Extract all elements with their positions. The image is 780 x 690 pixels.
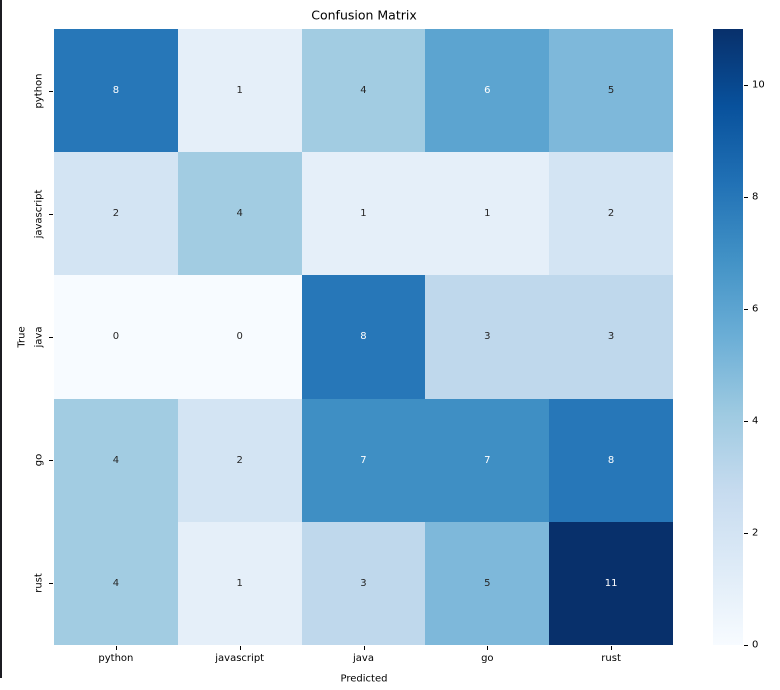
- y-tick-label-javascript: javascript: [33, 189, 45, 239]
- y-tick-label-java: java: [33, 326, 45, 348]
- x-tick-label-python: python: [98, 653, 134, 664]
- heatmap-cell-java-javascript: 0: [177, 275, 302, 399]
- x-tick-label-rust: rust: [601, 653, 621, 664]
- cell-annotation: 4: [112, 454, 120, 466]
- heatmap-cell-rust-java: 3: [301, 521, 426, 645]
- colorbar-tick-mark: [744, 533, 748, 534]
- heatmap-cell-python-go: 6: [425, 29, 550, 153]
- heatmap-cell-java-python: 0: [54, 275, 178, 399]
- colorbar-tick-label-4: 4: [752, 415, 759, 427]
- y-tick-label-python: python: [33, 73, 45, 109]
- heatmap-cell-javascript-javascript: 4: [177, 152, 302, 276]
- y-tick-label-go: go: [33, 453, 45, 467]
- colorbar-tick-label-6: 6: [752, 303, 759, 315]
- x-tick-mark: [487, 646, 489, 650]
- heatmap-cell-javascript-go: 1: [425, 152, 550, 276]
- heatmap-cell-java-rust: 3: [549, 275, 673, 399]
- x-tick-mark: [239, 646, 241, 650]
- heatmap-cell-python-javascript: 1: [177, 29, 302, 153]
- heatmap-cell-python-java: 4: [301, 29, 426, 153]
- cell-annotation: 4: [360, 85, 367, 97]
- cell-annotation: 7: [360, 454, 367, 466]
- cell-annotation: 6: [484, 85, 491, 97]
- colorbar-tick-label-0: 0: [752, 639, 759, 651]
- cell-annotation: 2: [112, 208, 120, 220]
- heatmap-cell-go-python: 4: [54, 398, 178, 522]
- cell-annotation: 4: [112, 577, 120, 589]
- cell-annotation: 11: [604, 577, 618, 589]
- y-tick-mark: [49, 460, 53, 462]
- heatmap-cell-go-go: 7: [425, 398, 550, 522]
- heatmap-cell-javascript-python: 2: [54, 152, 178, 276]
- heatmap-cell-java-java: 8: [301, 275, 426, 399]
- cell-annotation: 0: [236, 331, 243, 343]
- y-tick-label-rust: rust: [33, 573, 45, 594]
- heatmap-cell-rust-python: 4: [54, 521, 178, 645]
- chart-title: Confusion Matrix: [311, 7, 417, 23]
- cell-annotation: 8: [607, 454, 615, 466]
- heatmap-cell-javascript-java: 1: [301, 152, 426, 276]
- colorbar: [713, 29, 743, 645]
- colorbar-tick-label-2: 2: [752, 527, 759, 539]
- cell-annotation: 3: [607, 331, 615, 343]
- cell-annotation: 8: [360, 331, 367, 343]
- x-tick-mark: [115, 646, 117, 650]
- x-tick-label-go: go: [481, 653, 494, 664]
- heatmap-cell-go-rust: 8: [549, 398, 673, 522]
- x-tick-mark: [363, 646, 365, 650]
- x-tick-label-javascript: javascript: [215, 653, 265, 664]
- y-tick-mark: [49, 213, 53, 215]
- x-tick-mark: [611, 646, 613, 650]
- cell-annotation: 8: [112, 85, 120, 97]
- y-tick-mark: [49, 583, 53, 585]
- heatmap-cell-java-go: 3: [425, 275, 550, 399]
- colorbar-tick-mark: [744, 309, 748, 310]
- cell-annotation: 3: [360, 577, 367, 589]
- cell-annotation: 2: [236, 454, 243, 466]
- x-axis-label: Predicted: [340, 673, 388, 685]
- cell-annotation: 1: [236, 577, 243, 589]
- cell-annotation: 1: [484, 208, 491, 220]
- colorbar-tick-mark: [744, 85, 748, 86]
- cell-annotation: 0: [112, 331, 120, 343]
- y-tick-mark: [49, 90, 53, 92]
- heatmap-cell-rust-go: 5: [425, 521, 550, 645]
- window-edge-artifact: [0, 0, 2, 678]
- cell-annotation: 4: [236, 208, 243, 220]
- heatmap-cell-go-java: 7: [301, 398, 426, 522]
- heatmap-cell-rust-javascript: 1: [177, 521, 302, 645]
- colorbar-tick-mark: [744, 197, 748, 198]
- cell-annotation: 5: [607, 85, 615, 97]
- cell-annotation: 1: [360, 208, 367, 220]
- cell-annotation: 5: [484, 577, 491, 589]
- heatmap-cell-javascript-rust: 2: [549, 152, 673, 276]
- heatmap-cell-rust-rust: 11: [549, 521, 673, 645]
- cell-annotation: 1: [236, 85, 243, 97]
- colorbar-tick-mark: [744, 645, 748, 646]
- heatmap-cell-python-rust: 5: [549, 29, 673, 153]
- cell-annotation: 3: [484, 331, 491, 343]
- heatmap-cell-python-python: 8: [54, 29, 178, 153]
- colorbar-tick-label-10: 10: [752, 79, 765, 91]
- cell-annotation: 2: [607, 208, 615, 220]
- colorbar-tick-mark: [744, 421, 748, 422]
- x-tick-label-java: java: [353, 653, 374, 664]
- y-tick-mark: [49, 337, 53, 338]
- cell-annotation: 7: [484, 454, 491, 466]
- y-axis-label: True: [16, 326, 28, 348]
- heatmap-cell-go-javascript: 2: [177, 398, 302, 522]
- colorbar-tick-label-8: 8: [752, 191, 759, 203]
- heatmap-grid: 8 1 4 6 5 2 4 1 1 2 0 0 8 3 3 4 2 7 7 8 4 1 3 5 11: [54, 29, 673, 645]
